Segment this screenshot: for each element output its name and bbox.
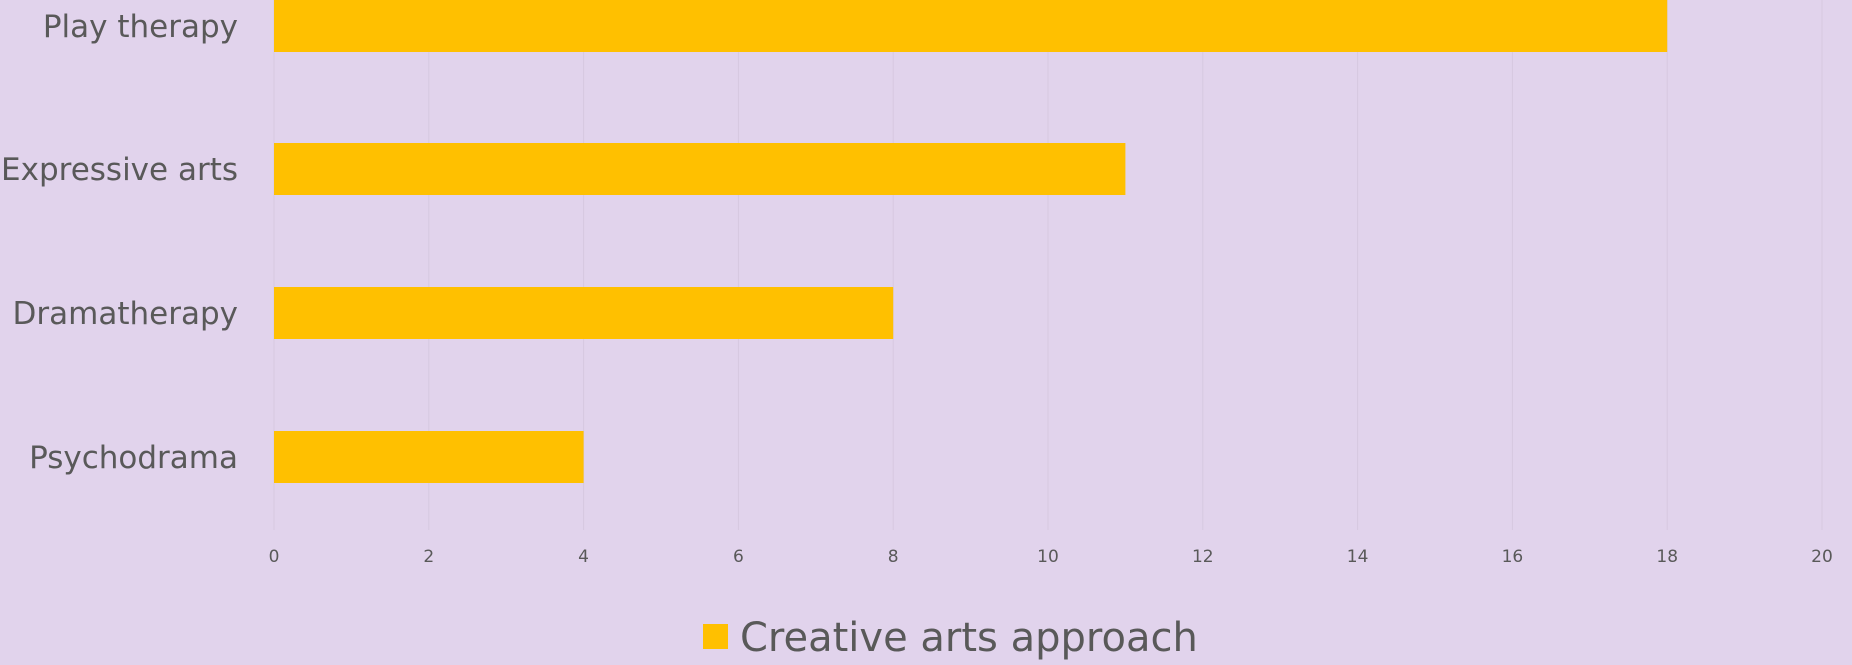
legend-label: Creative arts approach bbox=[740, 615, 1198, 661]
bar-play-therapy bbox=[274, 0, 1668, 52]
legend: Creative arts approach bbox=[703, 615, 1198, 661]
category-label: Play therapy bbox=[43, 9, 238, 45]
x-tick-label: 14 bbox=[1347, 547, 1369, 567]
gridlines bbox=[273, 0, 1823, 530]
x-tick-label: 4 bbox=[578, 547, 589, 567]
category-label: Psychodrama bbox=[29, 440, 238, 476]
category-label: Expressive arts bbox=[1, 152, 238, 188]
category-labels: Play therapy Expressive arts Dramatherapy P… bbox=[1, 9, 238, 476]
category-label: Dramatherapy bbox=[13, 296, 238, 332]
x-tick-label: 20 bbox=[1811, 547, 1833, 567]
bar-dramatherapy bbox=[274, 287, 894, 339]
x-tick-label: 18 bbox=[1656, 547, 1678, 567]
legend-swatch bbox=[703, 624, 728, 649]
bar-psychodrama bbox=[274, 431, 584, 483]
x-axis-tick-labels: 0 2 4 6 8 10 12 14 16 18 20 bbox=[269, 547, 1833, 567]
bars bbox=[274, 0, 1668, 483]
x-tick-label: 12 bbox=[1192, 547, 1214, 567]
x-tick-label: 8 bbox=[888, 547, 899, 567]
x-tick-label: 16 bbox=[1502, 547, 1524, 567]
x-tick-label: 6 bbox=[733, 547, 744, 567]
x-tick-label: 10 bbox=[1037, 547, 1059, 567]
bar-expressive-arts bbox=[274, 143, 1126, 195]
x-tick-label: 0 bbox=[269, 547, 280, 567]
x-tick-label: 2 bbox=[423, 547, 434, 567]
